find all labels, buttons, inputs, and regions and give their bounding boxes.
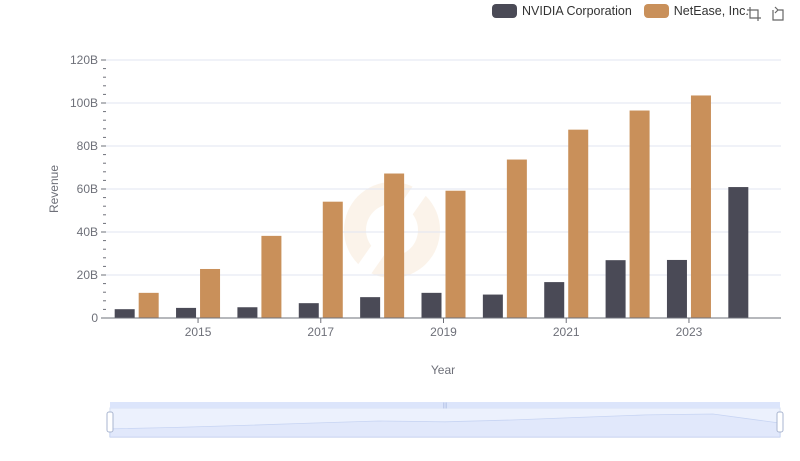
x-axis: 2015 2017 2019 2021 2023 (106, 317, 781, 339)
bar-netease-2014[interactable] (138, 292, 159, 318)
data-zoom-slider[interactable]: ||| (106, 402, 784, 438)
bar-nvidia-2016[interactable] (237, 307, 258, 318)
bar-netease-2023[interactable] (690, 95, 711, 318)
y-tick-label: 80B (77, 139, 98, 153)
y-tick-label: 20B (77, 268, 98, 282)
bar-netease-2015[interactable] (200, 268, 221, 318)
data-zoom-right-handle[interactable] (776, 411, 784, 433)
bar-nvidia-2021[interactable] (544, 282, 565, 318)
legend-label-nvidia: NVIDIA Corporation (522, 4, 632, 18)
legend-swatch-netease (643, 4, 669, 18)
legend-label-netease: NetEase, Inc. (673, 4, 749, 18)
y-tick-label: 60B (77, 182, 98, 196)
x-tick-label: 2017 (307, 325, 334, 339)
bar-nvidia-2017[interactable] (298, 303, 319, 318)
restore-icon[interactable] (770, 6, 786, 22)
bar-nvidia-2014[interactable] (114, 309, 135, 318)
data-zoom-top-bar[interactable] (110, 402, 780, 408)
bar-nvidia-2023[interactable] (666, 259, 687, 318)
bar-nvidia-2022[interactable] (605, 260, 626, 318)
bars (114, 95, 749, 319)
y-axis-title: Revenue (47, 165, 61, 213)
y-tick-label: 40B (77, 225, 98, 239)
x-axis-title: Year (431, 363, 455, 377)
legend-item-nvidia[interactable]: NVIDIA Corporation (492, 4, 632, 18)
bar-netease-2022[interactable] (629, 110, 650, 319)
grid-lines (106, 59, 781, 276)
y-tick-label: 100B (70, 96, 98, 110)
bar-netease-2021[interactable] (568, 129, 589, 318)
bar-netease-2017[interactable] (322, 201, 343, 318)
x-tick-label: 2019 (430, 325, 457, 339)
legend: NVIDIA Corporation NetEase, Inc. (492, 4, 761, 18)
bar-netease-2018[interactable] (384, 173, 405, 318)
y-axis: 0 20B 40B 60B 80B 100B 120B (70, 53, 106, 325)
x-tick-label: 2015 (185, 325, 212, 339)
bar-nvidia-2024[interactable] (728, 187, 749, 318)
bar-nvidia-2020[interactable] (482, 294, 503, 318)
zoom-icon[interactable] (746, 6, 762, 22)
legend-item-netease[interactable]: NetEase, Inc. (643, 4, 749, 18)
bar-netease-2020[interactable] (506, 159, 527, 318)
y-tick-label: 120B (70, 53, 98, 67)
legend-swatch-nvidia (492, 4, 517, 18)
bar-netease-2019[interactable] (445, 190, 466, 318)
y-tick-label: 0 (91, 311, 98, 325)
x-tick-label: 2023 (676, 325, 703, 339)
bar-nvidia-2018[interactable] (360, 297, 381, 318)
data-zoom-grip-icon[interactable]: ||| (443, 403, 448, 409)
bar-nvidia-2019[interactable] (421, 292, 442, 318)
bar-netease-2016[interactable] (261, 235, 282, 318)
toolbox (746, 6, 786, 22)
x-tick-label: 2021 (553, 325, 580, 339)
bar-nvidia-2015[interactable] (176, 307, 197, 318)
data-zoom-selection[interactable] (110, 408, 780, 437)
data-zoom-left-handle[interactable] (106, 411, 114, 433)
